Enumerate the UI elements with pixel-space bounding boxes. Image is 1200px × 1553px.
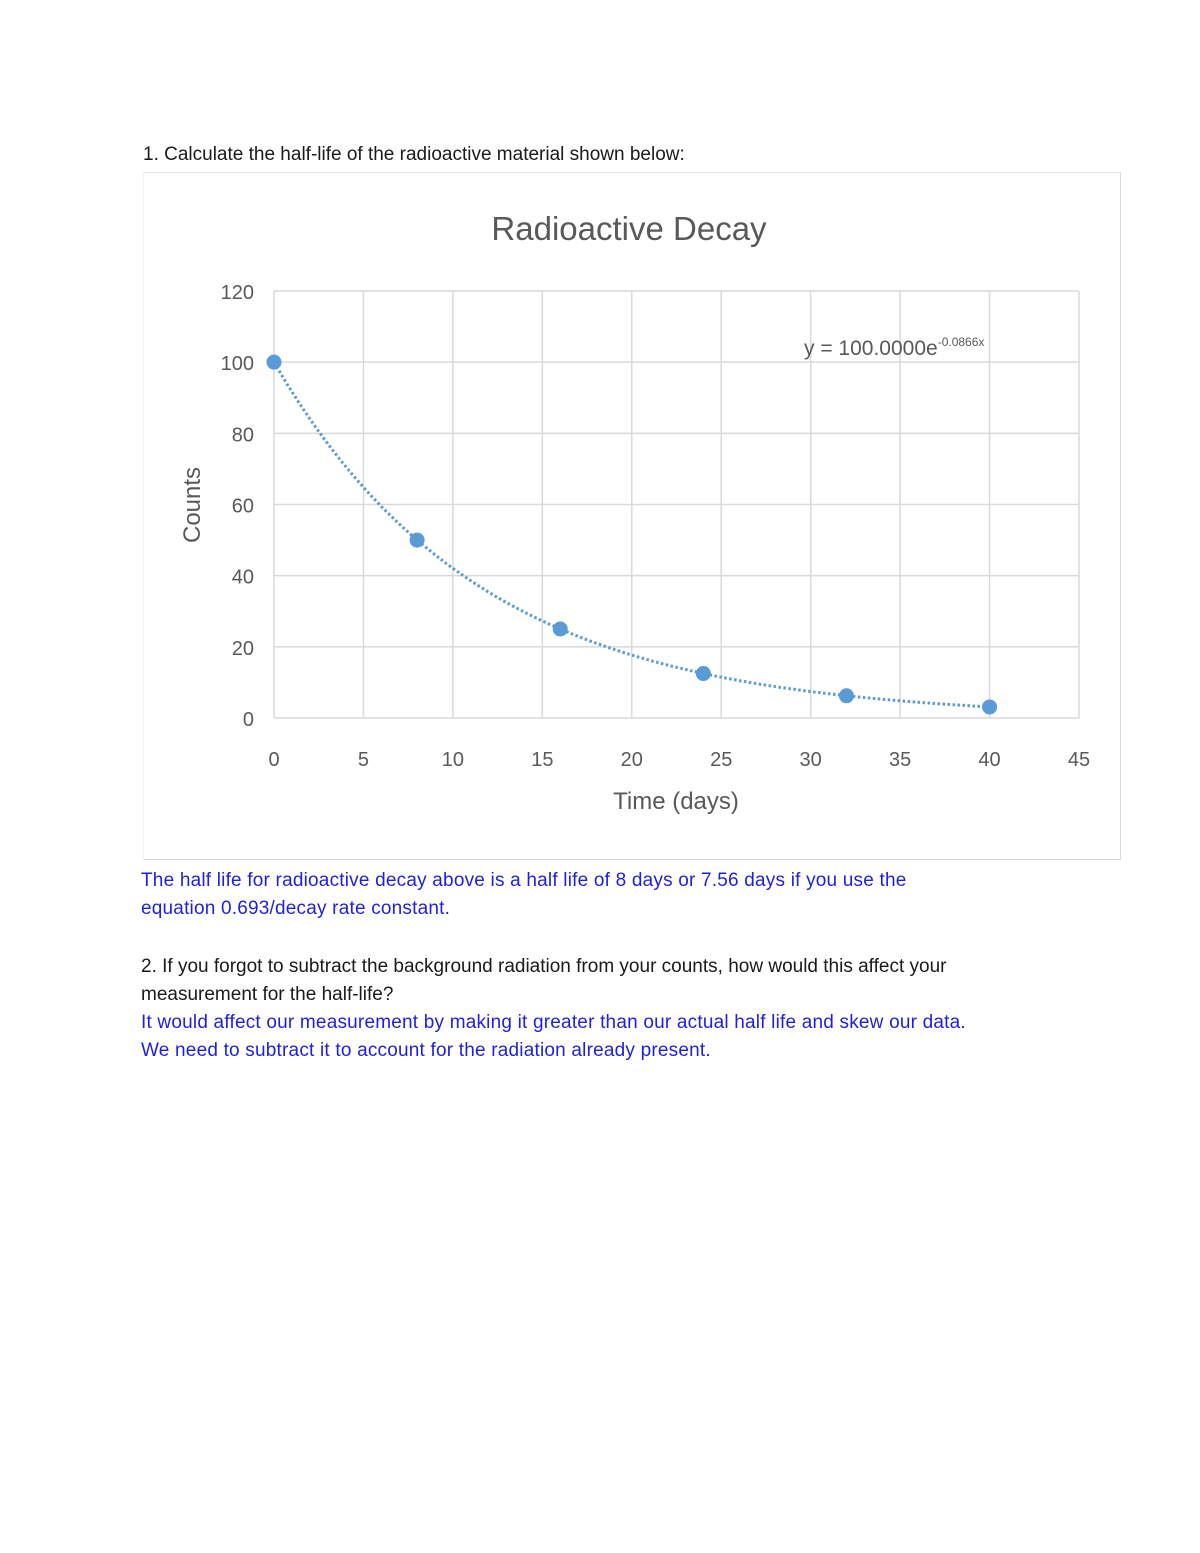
question-1-text: 1. Calculate the half-life of the radioa… [143,144,685,165]
answer-1-line-1: The half life for radioactive decay abov… [141,870,907,891]
answer-1-line-2: equation 0.693/decay rate constant. [141,898,451,919]
chart-ticks-layer: 0 20 40 60 80 100 120 0 5 10 15 20 25 30 35 40 45 [221,282,1091,771]
x-tick-label: 20 [621,749,643,771]
y-tick-label: 100 [221,353,254,375]
chart-grid [273,290,1080,719]
y-tick-label: 40 [232,567,254,589]
y-tick-label: 120 [221,282,254,304]
chart-points-layer [266,354,998,715]
x-axis-label: Time (days) [613,788,739,815]
trendline [272,361,990,709]
equation-exponent: -0.0866x [938,335,985,349]
data-point [552,621,568,637]
chart-trendline-layer [272,361,990,709]
x-tick-label: 5 [358,749,369,771]
x-tick-label: 40 [978,749,1000,771]
x-tick-label: 35 [889,749,911,771]
chart-title: Radioactive Decay [491,210,767,247]
answer-2-line-1: It would affect our measurement by makin… [141,1012,966,1033]
data-point [409,532,425,548]
x-tick-label: 30 [800,749,822,771]
x-tick-label: 10 [442,749,464,771]
trendline-equation: y = 100.0000e-0.0866x [804,335,984,360]
y-tick-label: 60 [232,496,254,518]
y-axis-label: Counts [179,467,206,543]
chart-svg: 0 20 40 60 80 100 120 0 5 10 15 20 25 30 35 40 45 Radioa… [179,210,1091,815]
question-2-line-2: measurement for the half-life? [141,984,394,1005]
question-2-line-1: 2. If you forgot to subtract the backgro… [141,956,947,977]
data-point [266,354,282,370]
data-point [695,666,711,682]
y-tick-label: 20 [232,638,254,660]
answer-2-line-2: We need to subtract it to account for th… [141,1040,711,1061]
data-point [838,688,854,704]
y-tick-label: 80 [232,424,254,446]
x-tick-label: 15 [531,749,553,771]
data-point [982,699,998,715]
x-tick-label: 25 [710,749,732,771]
y-tick-label: 0 [243,709,254,731]
x-tick-label: 0 [268,749,279,771]
x-tick-label: 45 [1068,749,1090,771]
radioactive-decay-chart: 0 20 40 60 80 100 120 0 5 10 15 20 25 30 35 40 45 Radioa… [143,172,1121,860]
equation-base: y = 100.0000e [804,337,938,360]
